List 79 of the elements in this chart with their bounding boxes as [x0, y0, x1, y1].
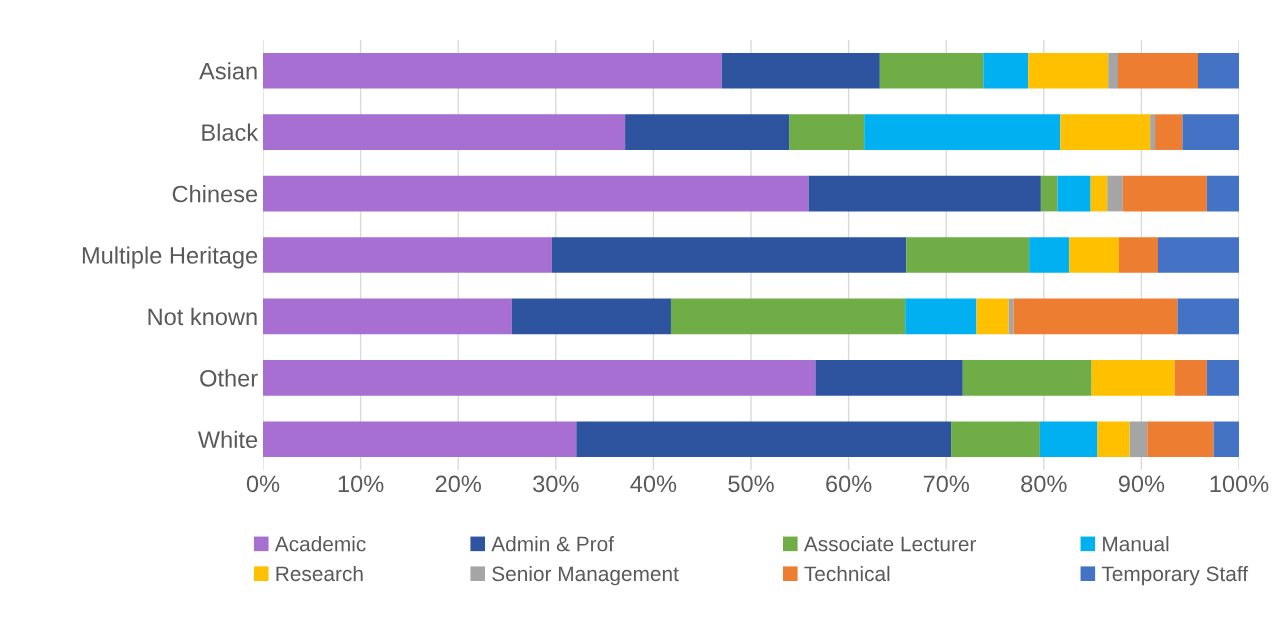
bar	[1117, 52, 1199, 89]
bar	[983, 52, 1029, 89]
bar	[1155, 114, 1183, 150]
legend-label: Senior Management	[492, 565, 679, 586]
bar	[1206, 175, 1239, 212]
bar	[1206, 360, 1239, 396]
bar	[263, 421, 577, 458]
bar	[1150, 114, 1156, 150]
bar	[263, 175, 809, 212]
legend-label: Temporary Staff	[1101, 565, 1249, 586]
bar	[1198, 52, 1239, 89]
bar	[1090, 175, 1108, 212]
bar	[263, 360, 816, 396]
bar	[864, 114, 1061, 150]
legend-label: Admin & Prof	[491, 536, 615, 552]
bar	[879, 52, 984, 89]
bar	[1147, 421, 1214, 458]
legend-label: Research	[276, 565, 363, 582]
y-tick-label: Chinese	[172, 185, 258, 203]
bar	[1060, 114, 1151, 150]
x-tick-label: 10%	[338, 475, 384, 493]
bar	[625, 114, 790, 150]
x-tick-label: 70%	[923, 475, 969, 493]
bar	[1174, 360, 1207, 396]
x-tick-label: 50%	[728, 475, 774, 493]
bar	[976, 298, 1009, 335]
bar	[263, 298, 512, 335]
bar	[721, 52, 880, 89]
x-tick-label: 60%	[826, 475, 872, 493]
bar	[1129, 421, 1148, 458]
bar	[1008, 298, 1014, 335]
bar	[808, 175, 1041, 212]
bar	[263, 52, 722, 89]
bar	[1108, 52, 1118, 89]
y-tick-label: Other	[200, 369, 258, 387]
x-tick-label: 20%	[435, 475, 481, 493]
bar	[815, 360, 963, 396]
bar	[1091, 360, 1175, 396]
bar	[263, 237, 552, 273]
bar	[1122, 175, 1207, 212]
bar	[1097, 421, 1130, 458]
x-tick-label: 40%	[630, 475, 677, 493]
bar	[962, 360, 1092, 396]
bar	[905, 298, 977, 335]
bar	[1028, 52, 1109, 89]
bar	[1118, 237, 1158, 273]
legend-label: Manual	[1103, 536, 1169, 552]
bar	[1069, 237, 1119, 273]
bar	[670, 298, 906, 335]
bar	[551, 237, 907, 273]
x-tick-label: 100%	[1210, 475, 1269, 493]
bar	[1182, 114, 1239, 150]
bar	[576, 421, 952, 458]
x-tick-label: 0%	[246, 475, 280, 493]
bar	[1177, 298, 1239, 335]
bar	[1057, 175, 1091, 212]
bar	[1157, 237, 1239, 273]
bar	[263, 114, 626, 150]
bar	[1107, 175, 1123, 212]
y-tick-label: Multiple Heritage	[82, 246, 258, 269]
bar	[951, 421, 1040, 458]
y-tick-label: White	[197, 430, 258, 449]
bar	[906, 237, 1030, 273]
bar	[1013, 298, 1178, 335]
legend-label: Technical	[804, 565, 890, 582]
y-tick-label: Not known	[148, 307, 257, 326]
y-tick-label: Black	[202, 123, 259, 141]
legend-label: Academic	[274, 536, 366, 552]
bar	[1029, 237, 1070, 273]
bar	[1213, 421, 1239, 458]
bar	[1039, 421, 1098, 458]
y-tick-label: Asian	[199, 62, 257, 80]
bar	[511, 298, 671, 335]
x-tick-label: 90%	[1118, 475, 1165, 493]
legend-label: Associate Lecturer	[803, 536, 977, 552]
bar	[789, 114, 865, 150]
x-tick-label: 30%	[533, 475, 579, 493]
bar	[1040, 175, 1058, 212]
x-tick-label: 80%	[1021, 475, 1067, 493]
